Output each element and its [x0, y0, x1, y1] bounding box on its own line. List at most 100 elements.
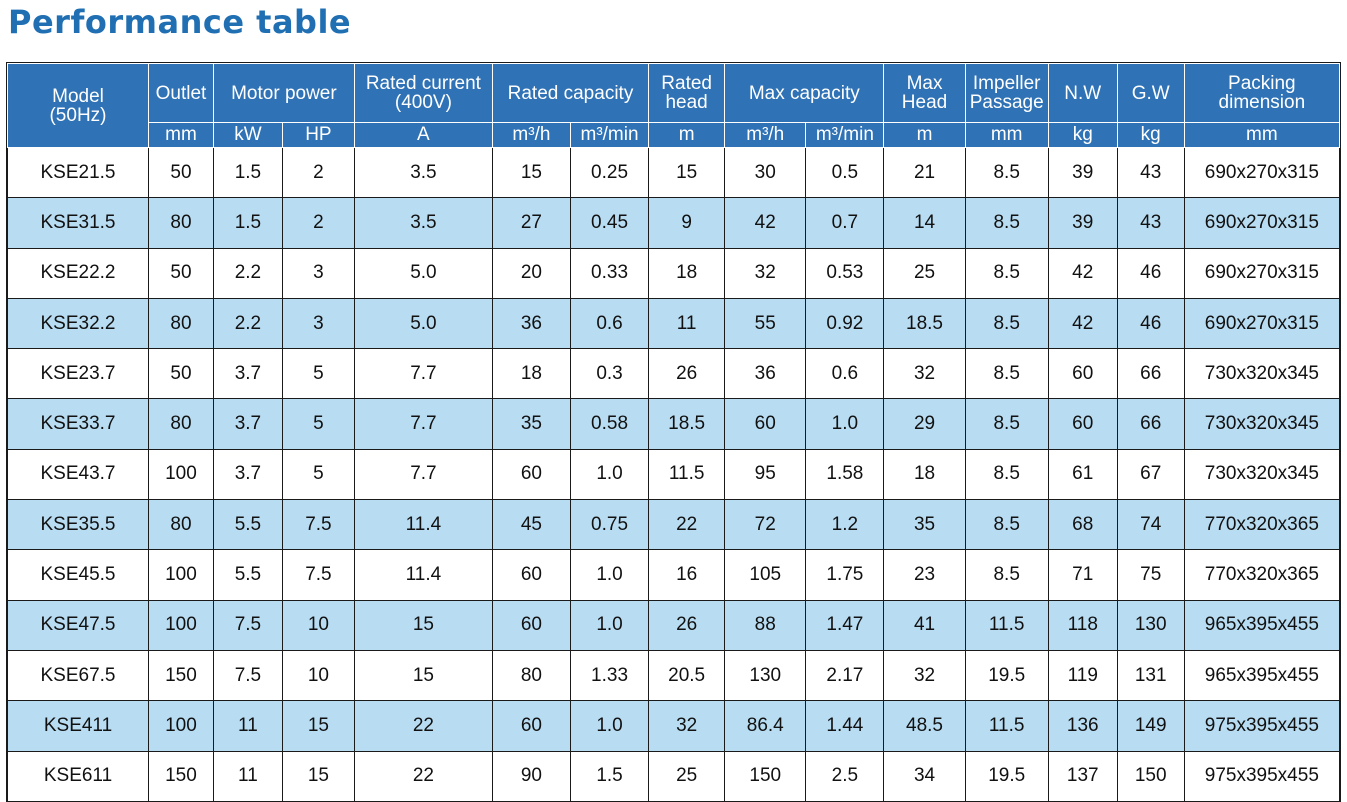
- table-cell: 74: [1116, 499, 1185, 551]
- table-cell: 42: [724, 197, 807, 249]
- table-cell: 15: [353, 599, 493, 651]
- table-cell: 5: [281, 398, 355, 450]
- table-cell: 22: [648, 499, 726, 551]
- table-cell: 42: [1047, 247, 1118, 299]
- unit-cell: m³/min: [569, 122, 650, 148]
- table-cell: 15: [281, 750, 355, 802]
- table-header: Model (50Hz) Outlet Motor power Rated cur…: [7, 63, 1341, 148]
- table-cell: 18: [491, 348, 571, 400]
- table-cell: 3.5: [353, 146, 493, 199]
- table-cell: 32: [724, 247, 807, 299]
- table-cell: 15: [281, 700, 355, 752]
- unit-cell: kg: [1116, 122, 1185, 148]
- header-max-head: Max Head: [883, 63, 966, 123]
- table-cell: 36: [491, 297, 571, 350]
- table-cell: 48.5: [883, 700, 966, 752]
- table-cell: 32: [648, 700, 726, 752]
- table-cell: 1.0: [569, 448, 650, 501]
- table-cell: 5: [281, 448, 355, 501]
- table-cell: 68: [1047, 499, 1118, 551]
- header-motor-power: Motor power: [212, 63, 355, 123]
- table-cell: 1.5: [212, 197, 283, 249]
- unit-cell: kg: [1047, 122, 1118, 148]
- table-cell: 50: [148, 348, 214, 400]
- table-cell: 3.5: [353, 197, 493, 249]
- table-cell: 26: [648, 348, 726, 400]
- page-title: Performance table: [8, 3, 352, 41]
- performance-table: Model (50Hz) Outlet Motor power Rated cur…: [6, 62, 1341, 802]
- table-cell: 72: [724, 499, 807, 551]
- unit-cell: mm: [1183, 122, 1341, 148]
- table-cell: 41: [883, 599, 966, 651]
- table-cell: 60: [491, 549, 571, 601]
- table-cell: 80: [491, 649, 571, 702]
- table-cell: 66: [1116, 348, 1185, 400]
- table-row: KSE32.2 80 2.2 3 5.0 36 0.6 11 55 0.92 18.5 8.5 42 46…: [7, 297, 1341, 350]
- table-cell: 25: [883, 247, 966, 299]
- table-cell: 5: [281, 348, 355, 400]
- table-cell: 22: [353, 750, 493, 802]
- table-cell: 19.5: [964, 649, 1049, 702]
- table-cell: 130: [1116, 599, 1185, 651]
- table-cell: 150: [1116, 750, 1185, 802]
- table-cell: 150: [724, 750, 807, 802]
- unit-cell: m: [883, 122, 966, 148]
- table-cell: 137: [1047, 750, 1118, 802]
- table-cell: 965x395x455: [1183, 649, 1341, 702]
- table-cell: 7.7: [353, 448, 493, 501]
- table-cell: 119: [1047, 649, 1118, 702]
- table-cell: 0.75: [569, 499, 650, 551]
- table-cell: 975x395x455: [1183, 750, 1341, 802]
- model-cell: KSE21.5: [7, 146, 149, 199]
- table-cell: 35: [491, 398, 571, 450]
- table-cell: 0.45: [569, 197, 650, 249]
- table-cell: 90: [491, 750, 571, 802]
- table-cell: 43: [1116, 146, 1185, 199]
- table-cell: 1.33: [569, 649, 650, 702]
- unit-cell: mm: [964, 122, 1049, 148]
- table-cell: 0.6: [805, 348, 885, 400]
- table-cell: 8.5: [964, 348, 1049, 400]
- table-cell: 690x270x315: [1183, 297, 1341, 350]
- model-cell: KSE67.5: [7, 649, 149, 702]
- unit-cell: m³/min: [805, 122, 885, 148]
- header-model-label: Model (50Hz): [49, 85, 107, 126]
- header-rated-head: Rated head: [648, 63, 726, 123]
- header-rated-current-label: Rated current (400V): [365, 73, 481, 113]
- table-cell: 60: [491, 599, 571, 651]
- model-cell: KSE411: [7, 700, 149, 752]
- table-cell: 7.5: [281, 499, 355, 551]
- table-cell: 150: [148, 649, 214, 702]
- table-cell: 45: [491, 499, 571, 551]
- table-cell: 2.2: [212, 297, 283, 350]
- table-cell: 3: [281, 247, 355, 299]
- table-row: KSE411 100 11 15 22 60 1.0 32 86.4 1.44 48.5 11.5 13…: [7, 700, 1341, 752]
- table-cell: 11.5: [648, 448, 726, 501]
- table-cell: 2: [281, 197, 355, 249]
- table-cell: 9: [648, 197, 726, 249]
- table-cell: 8.5: [964, 197, 1049, 249]
- table-cell: 75: [1116, 549, 1185, 601]
- table-cell: 105: [724, 549, 807, 601]
- unit-cell: A: [353, 122, 493, 148]
- table-cell: 18: [648, 247, 726, 299]
- table-cell: 3.7: [212, 448, 283, 501]
- header-nw: N.W: [1047, 63, 1118, 123]
- table-cell: 1.75: [805, 549, 885, 601]
- table-cell: 1.47: [805, 599, 885, 651]
- table-cell: 5.5: [212, 499, 283, 551]
- table-cell: 5.0: [353, 297, 493, 350]
- table-cell: 130: [724, 649, 807, 702]
- table-cell: 15: [648, 146, 726, 199]
- table-cell: 43: [1116, 197, 1185, 249]
- table-cell: 35: [883, 499, 966, 551]
- header-gw: G.W: [1116, 63, 1185, 123]
- table-cell: 32: [883, 348, 966, 400]
- table-cell: 10: [281, 649, 355, 702]
- unit-cell: m³/h: [491, 122, 571, 148]
- table-cell: 965x395x455: [1183, 599, 1341, 651]
- table-cell: 0.6: [569, 297, 650, 350]
- model-cell: KSE22.2: [7, 247, 149, 299]
- unit-cell: kW: [212, 122, 283, 148]
- model-cell: KSE33.7: [7, 398, 149, 450]
